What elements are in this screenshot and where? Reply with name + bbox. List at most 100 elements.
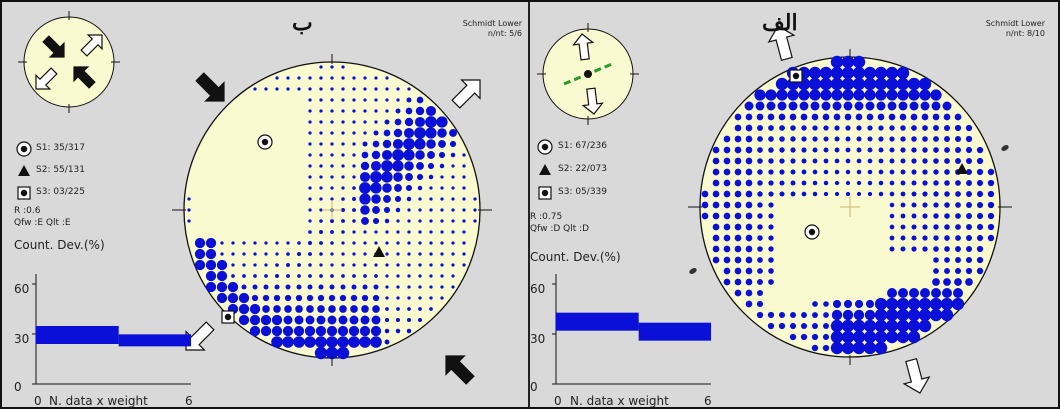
density-dot — [712, 146, 720, 154]
density-dot — [778, 311, 786, 319]
density-dot — [231, 263, 235, 267]
density-dot — [407, 307, 411, 311]
density-dot — [341, 76, 345, 80]
density-dot — [407, 87, 411, 91]
density-dot — [911, 202, 917, 208]
density-dot — [852, 66, 866, 80]
density-dot — [393, 128, 403, 138]
density-dot — [787, 89, 799, 101]
density-dot — [745, 135, 753, 143]
density-dot — [955, 191, 961, 197]
density-dot — [341, 219, 345, 223]
density-dot — [896, 297, 910, 311]
density-dot — [385, 307, 389, 311]
density-dot — [889, 125, 895, 131]
density-dot — [374, 230, 378, 234]
density-dot — [385, 98, 389, 102]
density-dot — [885, 308, 899, 322]
density-dot — [282, 325, 294, 337]
density-dot — [251, 294, 259, 302]
density-dot — [874, 308, 888, 322]
density-dot — [874, 66, 888, 80]
density-dot — [319, 153, 323, 157]
density-dot — [451, 263, 455, 267]
density-dot — [734, 146, 742, 154]
inset-extension-arrow-ne — [80, 34, 103, 57]
density-dot — [381, 149, 393, 161]
density-dot — [329, 284, 335, 290]
density-dot — [768, 224, 774, 230]
density-dot — [371, 315, 381, 325]
density-dot — [238, 292, 250, 304]
density-histogram — [32, 274, 191, 385]
density-dot — [194, 248, 206, 260]
density-dot — [874, 341, 888, 355]
density-dot — [384, 339, 390, 345]
density-dot — [863, 341, 877, 355]
density-dot — [385, 230, 389, 234]
density-dot — [852, 319, 866, 333]
density-dot — [943, 278, 951, 286]
density-dot — [437, 128, 447, 138]
density-dot — [755, 101, 765, 111]
density-dot — [451, 285, 455, 289]
density-dot — [339, 305, 347, 313]
density-dot — [341, 142, 345, 146]
density-dot — [370, 325, 382, 337]
density-dot — [440, 186, 444, 190]
inset-compression-arrow-se — [73, 66, 96, 89]
density-dot — [315, 325, 327, 337]
density-dot — [462, 241, 466, 245]
density-dot — [768, 257, 774, 263]
density-dot — [922, 235, 928, 241]
density-dot — [878, 180, 884, 186]
density-dot — [745, 179, 753, 187]
density-dot — [363, 98, 367, 102]
s3-label: S3: 03/225 — [36, 187, 85, 197]
density-dot — [734, 267, 742, 275]
density-dot — [756, 311, 764, 319]
density-dot — [878, 136, 884, 142]
density-dot — [841, 330, 855, 344]
extension-arrow-sw — [185, 321, 215, 351]
density-dot — [712, 190, 720, 198]
density-dot — [330, 109, 334, 113]
density-dot — [319, 98, 323, 102]
density-dot — [418, 230, 422, 234]
density-dot — [896, 66, 910, 80]
density-dot — [462, 164, 466, 168]
density-dot — [865, 101, 875, 111]
density-dot — [348, 325, 360, 337]
density-dot — [352, 274, 356, 278]
density-dot — [352, 142, 356, 146]
density-dot — [900, 235, 906, 241]
density-dot — [922, 246, 928, 252]
density-dot — [363, 230, 367, 234]
density-dot — [976, 201, 984, 209]
density-dot — [885, 77, 899, 91]
density-dot — [896, 308, 910, 322]
density-dot — [932, 113, 940, 121]
density-dot — [745, 289, 753, 297]
density-dot — [811, 113, 819, 121]
density-dot — [843, 101, 853, 111]
density-dot — [900, 202, 906, 208]
density-dot — [339, 294, 347, 302]
density-dot — [264, 263, 268, 267]
density-dot — [341, 65, 345, 69]
density-dot — [955, 202, 961, 208]
density-dot — [282, 336, 294, 348]
density-dot — [867, 125, 873, 131]
density-dot — [396, 219, 400, 223]
stray-mark — [689, 268, 697, 274]
density-dot — [330, 131, 334, 135]
density-dot — [462, 219, 466, 223]
density-dot — [306, 294, 314, 302]
density-dot — [352, 175, 356, 179]
density-dot — [830, 66, 844, 80]
density-dot — [966, 180, 972, 186]
density-dot — [383, 195, 391, 203]
density-dot — [907, 319, 921, 333]
density-dot — [701, 190, 709, 198]
density-dot — [712, 245, 720, 253]
